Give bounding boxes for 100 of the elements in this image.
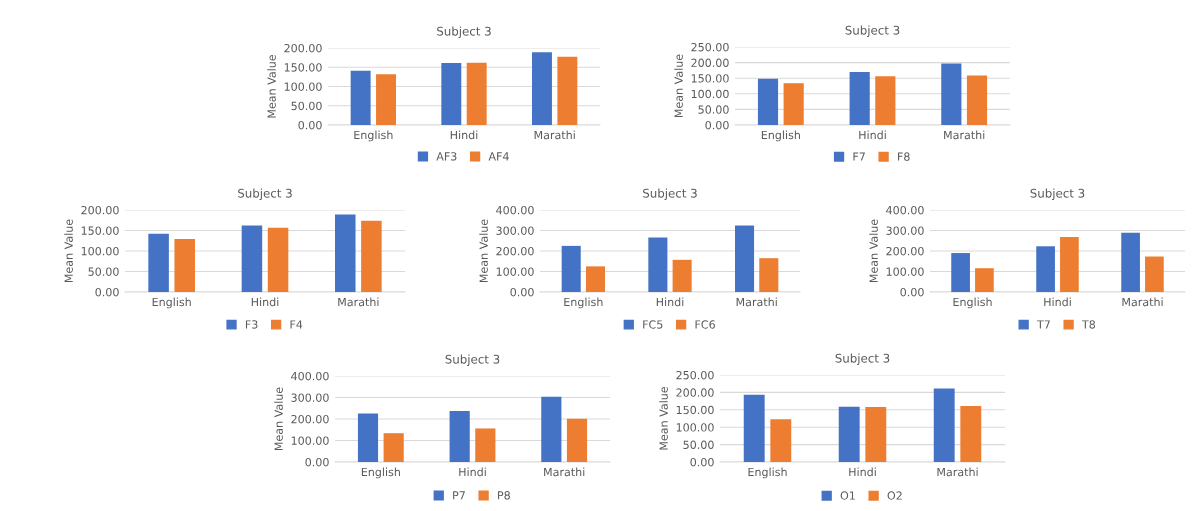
bar: [941, 63, 962, 125]
bar: [1121, 232, 1140, 292]
legend-label: P8: [498, 491, 510, 500]
chart-title: Subject 3: [238, 188, 292, 200]
bar: [783, 83, 804, 125]
legend-label: T8: [1081, 320, 1096, 329]
y-axis-title: Mean Value: [479, 219, 488, 283]
chart-title: Subject 3: [643, 188, 697, 200]
y-axis-title: Mean Value: [869, 219, 878, 283]
bar: [532, 52, 552, 125]
y-tick-label: 0.00: [510, 287, 534, 297]
bar: [757, 78, 779, 125]
y-tick-label: 50.00: [291, 101, 322, 111]
y-axis-title: Mean Value: [274, 387, 283, 451]
y-tick-label: 200.00: [691, 58, 729, 67]
bar: [357, 413, 379, 462]
x-tick-label: Marathi: [736, 297, 777, 307]
y-axis-title: Mean Value: [659, 386, 668, 450]
bar: [541, 396, 562, 462]
x-tick-label: Marathi: [1122, 297, 1163, 307]
bar: [1145, 256, 1164, 292]
y-tick-label: 50.00: [88, 267, 119, 276]
chart-title: Subject 3: [437, 26, 491, 38]
y-tick-label: 0.00: [298, 120, 322, 130]
y-tick-label: 300.00: [886, 226, 924, 235]
y-axis-title: Mean Value: [64, 219, 73, 283]
bar: [267, 227, 289, 292]
legend-label: P7: [453, 491, 465, 500]
y-tick-label: 200.00: [284, 43, 322, 53]
bar: [672, 259, 692, 292]
y-tick-label: 100.00: [496, 267, 534, 276]
bar: [875, 76, 896, 125]
legend-label: AF3: [436, 152, 457, 161]
bar: [335, 214, 356, 292]
bar: [449, 411, 470, 462]
y-tick-label: 100.00: [291, 436, 329, 445]
y-tick-label: 150.00: [81, 226, 119, 235]
chart-title: Subject 3: [445, 354, 500, 366]
x-tick-label: English: [748, 467, 787, 479]
bar: [561, 245, 581, 292]
bar: [735, 225, 755, 292]
bar: [960, 405, 982, 462]
bar: [849, 71, 870, 125]
y-tick-label: 200.00: [886, 246, 924, 256]
bar: [951, 253, 970, 292]
bar: [475, 428, 496, 462]
y-tick-label: 200.00: [496, 246, 534, 256]
y-tick-label: 400.00: [291, 371, 329, 381]
y-tick-label: 0.00: [690, 457, 714, 467]
bar: [376, 74, 396, 125]
bar: [557, 56, 578, 125]
y-tick-label: 300.00: [291, 393, 329, 402]
y-tick-label: 100.00: [886, 267, 924, 276]
x-tick-label: Hindi: [459, 467, 486, 477]
x-tick-label: Hindi: [251, 297, 279, 307]
chart-title: Subject 3: [845, 25, 900, 37]
x-tick-label: Hindi: [849, 467, 876, 477]
bar: [759, 258, 779, 292]
y-axis-title: Mean Value: [674, 54, 683, 118]
bar: [743, 394, 765, 462]
y-tick-label: 50.00: [683, 440, 714, 449]
legend-label: F4: [290, 320, 303, 329]
x-tick-label: English: [761, 130, 800, 142]
x-tick-label: Marathi: [534, 130, 575, 140]
y-tick-label: 250.00: [691, 42, 729, 52]
bar: [865, 407, 887, 462]
bar: [933, 388, 955, 462]
legend-label: FC6: [695, 320, 715, 329]
bar: [566, 418, 588, 462]
bar: [1036, 246, 1055, 292]
x-tick-label: Marathi: [338, 297, 379, 307]
y-tick-label: 100.00: [691, 89, 729, 99]
chart-title: Subject 3: [835, 353, 890, 365]
x-tick-label: Marathi: [937, 467, 978, 477]
bar: [770, 419, 792, 462]
y-tick-label: 100.00: [81, 246, 119, 256]
chart-title: Subject 3: [1030, 188, 1085, 200]
bar: [585, 266, 605, 292]
legend-label: F3: [245, 320, 258, 329]
x-tick-label: Marathi: [944, 130, 985, 140]
y-tick-label: 200.00: [81, 205, 119, 215]
y-tick-label: 400.00: [496, 205, 534, 215]
legend-label: O2: [887, 491, 902, 500]
y-tick-label: 0.00: [95, 287, 119, 297]
bar: [1060, 237, 1079, 292]
bar: [648, 237, 668, 292]
bar: [174, 239, 195, 292]
legend-label: F7: [853, 152, 865, 161]
x-tick-label: Hindi: [1044, 297, 1071, 307]
bar: [383, 433, 404, 462]
x-tick-label: English: [354, 130, 393, 142]
y-tick-label: 0.00: [305, 457, 329, 467]
x-tick-label: English: [564, 297, 603, 309]
y-tick-label: 200.00: [291, 414, 329, 424]
y-tick-label: 100.00: [676, 423, 714, 432]
bar: [148, 233, 169, 292]
x-tick-label: Hindi: [450, 130, 478, 140]
y-tick-label: 400.00: [886, 205, 924, 215]
bar: [466, 62, 487, 125]
x-tick-label: English: [361, 467, 400, 479]
